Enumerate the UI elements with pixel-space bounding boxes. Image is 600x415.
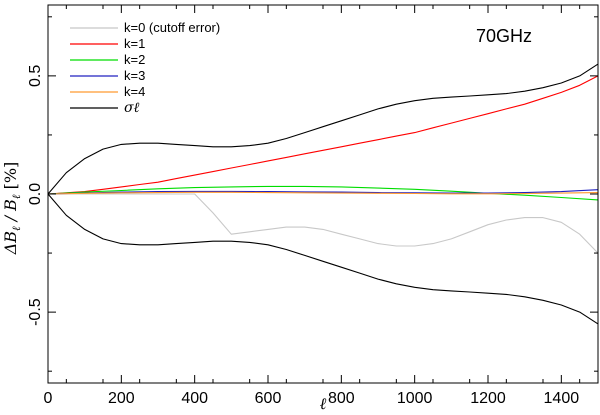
series-line-4 xyxy=(47,191,599,195)
series-line-1 xyxy=(47,75,599,195)
series-line-0 xyxy=(48,193,599,254)
legend-label-0: k=0 (cutoff error) xyxy=(124,20,220,35)
x-tick-label-7: 1400 xyxy=(544,390,580,407)
series-lines xyxy=(47,63,599,325)
x-tick-label-4: 800 xyxy=(328,390,355,407)
x-tick-label-1: 200 xyxy=(108,390,135,407)
x-tick-label-0: 0 xyxy=(44,390,53,407)
series-line-2 xyxy=(47,185,599,201)
x-tick-label-2: 400 xyxy=(181,390,208,407)
series-line-5 xyxy=(47,63,599,195)
frequency-annotation: 70GHz xyxy=(476,26,532,46)
x-tick-label-6: 1200 xyxy=(470,390,506,407)
legend: k=0 (cutoff error)k=1k=2k=3k=4σℓ xyxy=(70,20,220,116)
y-tick-label-2: 0.5 xyxy=(27,65,44,87)
series-line-6 xyxy=(47,193,599,325)
legend-label-3: k=3 xyxy=(124,68,145,83)
legend-label-5: σℓ xyxy=(124,100,140,116)
legend-label-1: k=1 xyxy=(124,36,145,51)
y-tick-label-1: 0.0 xyxy=(27,183,44,205)
x-tick-label-5: 1000 xyxy=(397,390,433,407)
x-axis-label: ℓ xyxy=(320,394,327,413)
legend-label-4: k=4 xyxy=(124,84,145,99)
svg-text:ΔBℓ / Bℓ [%]: ΔBℓ / Bℓ [%] xyxy=(1,162,23,256)
y-axis-label: ΔBℓ / Bℓ [%] xyxy=(1,162,23,256)
x-tick-label-3: 600 xyxy=(255,390,282,407)
y-tick-label-0: -0.5 xyxy=(27,298,44,326)
legend-label-2: k=2 xyxy=(124,52,145,67)
series-line-3 xyxy=(47,189,599,195)
